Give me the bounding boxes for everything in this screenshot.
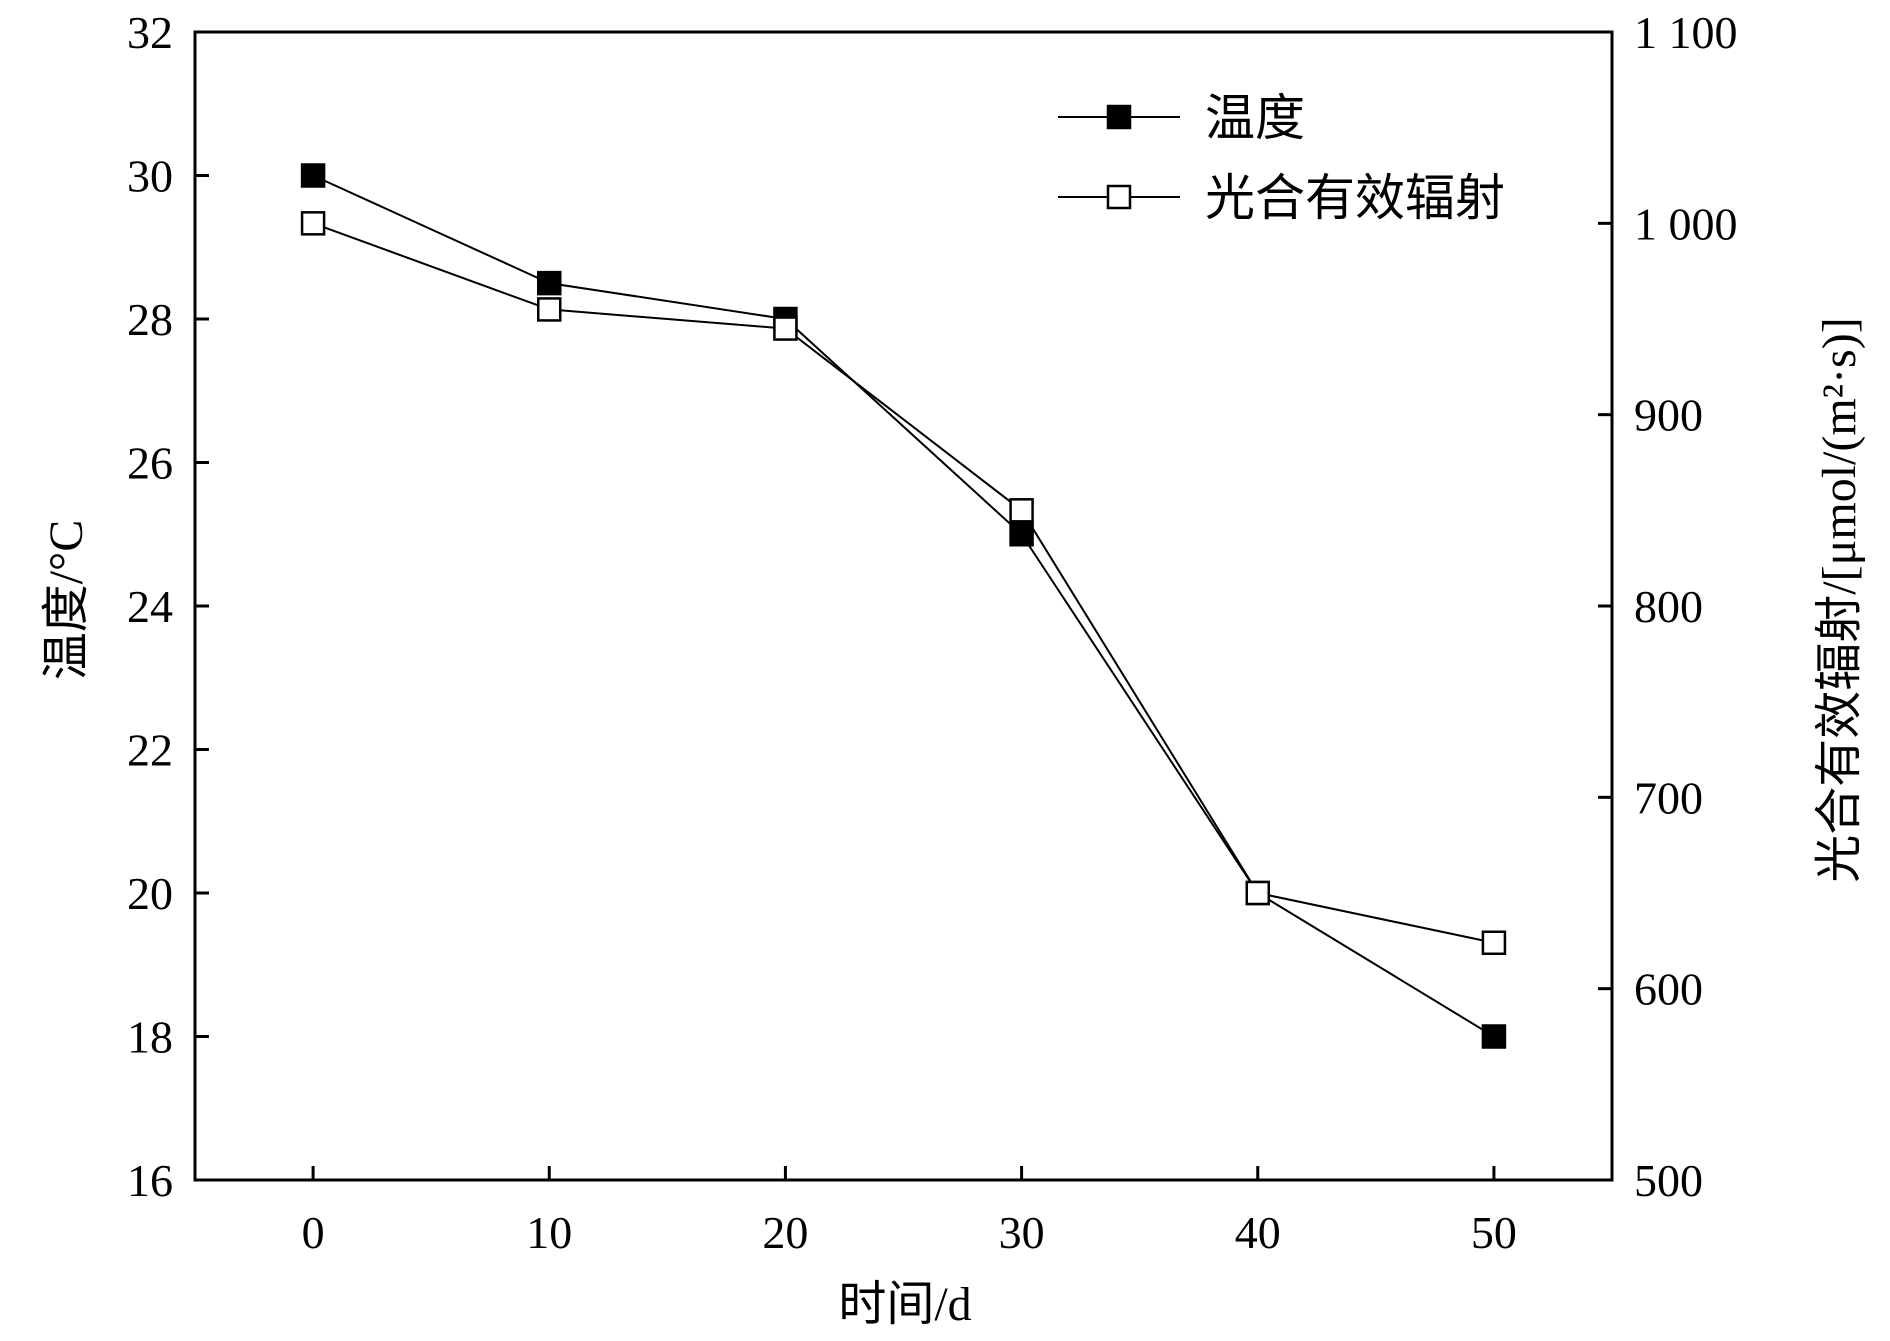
data-point-marker — [537, 270, 562, 296]
data-point-marker — [1009, 522, 1034, 547]
x-tick-label: 0 — [302, 1207, 325, 1258]
y-right-tick-label: 900 — [1634, 390, 1703, 441]
y-left-tick-label: 30 — [127, 151, 173, 202]
data-point-marker — [1481, 1024, 1507, 1049]
series-2 — [300, 211, 1507, 955]
x-tick-label: 40 — [1235, 1207, 1281, 1258]
y-right-tick-label: 600 — [1634, 964, 1703, 1015]
x-axis: 0 10 20 30 40 50 — [302, 1166, 1517, 1258]
y-left-tick-label: 24 — [127, 581, 173, 632]
data-point-marker — [1245, 880, 1270, 906]
y-left-tick-label: 28 — [127, 294, 173, 345]
series-line — [312, 222, 1495, 944]
legend-marker — [1106, 104, 1132, 130]
y-axis-right-title: 光合有效辐射/[μmol/(m²·s)] — [1813, 317, 1866, 882]
data-point-marker — [537, 297, 562, 322]
y-left-tick-label: 20 — [127, 868, 173, 919]
data-point-marker — [1009, 498, 1034, 523]
y-right-tick-label: 800 — [1634, 581, 1703, 632]
y-left-tick-label: 32 — [127, 7, 173, 58]
x-tick-label: 50 — [1471, 1207, 1517, 1258]
y-right-tick-label: 1 100 — [1634, 7, 1738, 58]
legend-label: 光合有效辐射 — [1205, 170, 1505, 226]
legend-marker — [1106, 184, 1132, 210]
y-left-tick-label: 22 — [127, 725, 173, 776]
legend-label: 温度 — [1205, 90, 1305, 146]
x-tick-label: 10 — [526, 1207, 572, 1258]
series-layer — [300, 163, 1507, 1049]
y-axis-left: 16 18 20 22 24 26 28 30 32 — [127, 7, 209, 1206]
x-tick-label: 30 — [999, 1207, 1045, 1258]
data-point-marker — [300, 211, 326, 236]
x-tick-label: 20 — [762, 1207, 808, 1258]
legend-item: 温度 — [1058, 90, 1305, 146]
x-axis-title: 时间/d — [838, 1278, 971, 1331]
data-point-marker — [1481, 930, 1507, 955]
y-left-tick-label: 26 — [127, 438, 173, 489]
data-point-marker — [300, 163, 326, 188]
y-axis-left-title: 温度/°C — [40, 520, 93, 681]
series-line — [312, 174, 1495, 1038]
legend-item: 光合有效辐射 — [1058, 170, 1505, 226]
series-1 — [300, 163, 1507, 1049]
y-left-tick-label: 18 — [127, 1012, 173, 1063]
y-axis-right: 500 600 700 800 900 1 000 1 100 — [1598, 7, 1738, 1206]
y-right-tick-label: 700 — [1634, 772, 1703, 823]
data-point-marker — [773, 316, 798, 341]
y-left-tick-label: 16 — [127, 1155, 173, 1206]
y-right-tick-label: 1 000 — [1634, 198, 1738, 249]
y-right-tick-label: 500 — [1634, 1155, 1703, 1206]
